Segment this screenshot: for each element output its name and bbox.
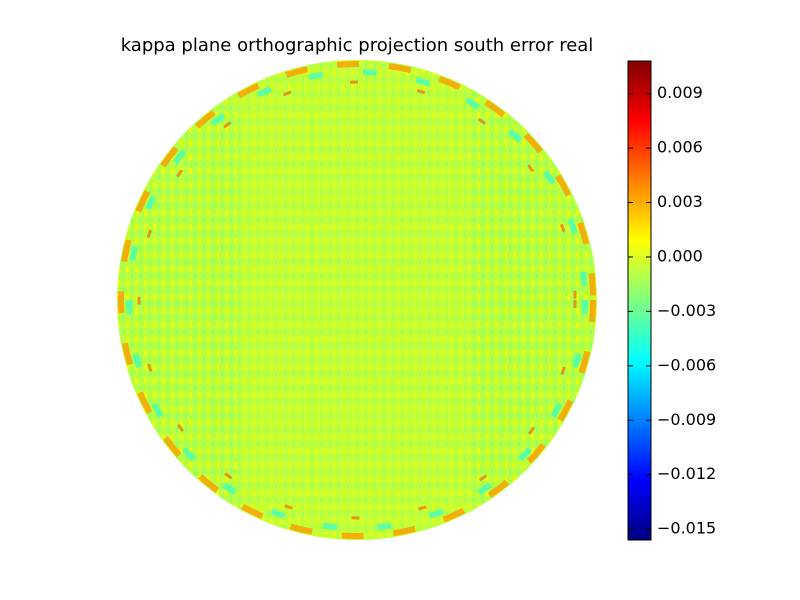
- colorbar: [627, 60, 652, 541]
- heatmap-disc: [117, 60, 597, 540]
- colorbar-tick-label: −0.009: [657, 410, 716, 429]
- colorbar-tick-label: −0.006: [657, 355, 716, 374]
- colorbar-tick-label: −0.003: [657, 301, 716, 320]
- colorbar-tick-label: 0.009: [657, 83, 703, 102]
- colorbar-tick-label: 0.003: [657, 192, 703, 211]
- heatmap-band: [240, 60, 470, 540]
- colorbar-tick-label: −0.015: [657, 519, 716, 538]
- heatmap-edge: [137, 80, 577, 520]
- heatmap-edge: [118, 61, 596, 539]
- colorbar-tick-label: 0.006: [657, 138, 703, 157]
- heatmap-edge: [126, 69, 588, 531]
- colorbar-tick-label: 0.000: [657, 246, 703, 265]
- chart-title: kappa plane orthographic projection sout…: [121, 35, 594, 56]
- colorbar-tick-label: −0.012: [657, 464, 716, 483]
